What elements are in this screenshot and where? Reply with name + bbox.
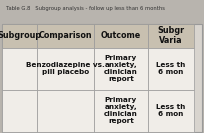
FancyBboxPatch shape bbox=[37, 24, 94, 48]
FancyBboxPatch shape bbox=[148, 48, 194, 90]
FancyBboxPatch shape bbox=[2, 90, 37, 132]
FancyBboxPatch shape bbox=[2, 24, 37, 48]
Text: Subgroup: Subgroup bbox=[0, 31, 42, 40]
Text: Primary
anxiety,
clinician
report: Primary anxiety, clinician report bbox=[104, 55, 138, 82]
FancyBboxPatch shape bbox=[2, 24, 202, 132]
FancyBboxPatch shape bbox=[37, 48, 94, 90]
FancyBboxPatch shape bbox=[94, 24, 148, 48]
FancyBboxPatch shape bbox=[2, 48, 37, 90]
FancyBboxPatch shape bbox=[94, 48, 148, 90]
Text: Less th
6 mon: Less th 6 mon bbox=[156, 104, 186, 117]
Text: Outcome: Outcome bbox=[101, 31, 141, 40]
FancyBboxPatch shape bbox=[94, 90, 148, 132]
FancyBboxPatch shape bbox=[148, 90, 194, 132]
Text: Table G.8   Subgroup analysis - follow up less than 6 months: Table G.8 Subgroup analysis - follow up … bbox=[6, 6, 165, 11]
FancyBboxPatch shape bbox=[37, 90, 94, 132]
Text: Subgr
Varia: Subgr Varia bbox=[157, 26, 185, 45]
Text: Less th
6 mon: Less th 6 mon bbox=[156, 62, 186, 75]
Text: Primary
anxiety,
clinician
report: Primary anxiety, clinician report bbox=[104, 97, 138, 124]
FancyBboxPatch shape bbox=[148, 24, 194, 48]
Text: Comparison: Comparison bbox=[39, 31, 92, 40]
Text: Benzodiazepine vs.
pill placebo: Benzodiazepine vs. pill placebo bbox=[26, 62, 105, 75]
